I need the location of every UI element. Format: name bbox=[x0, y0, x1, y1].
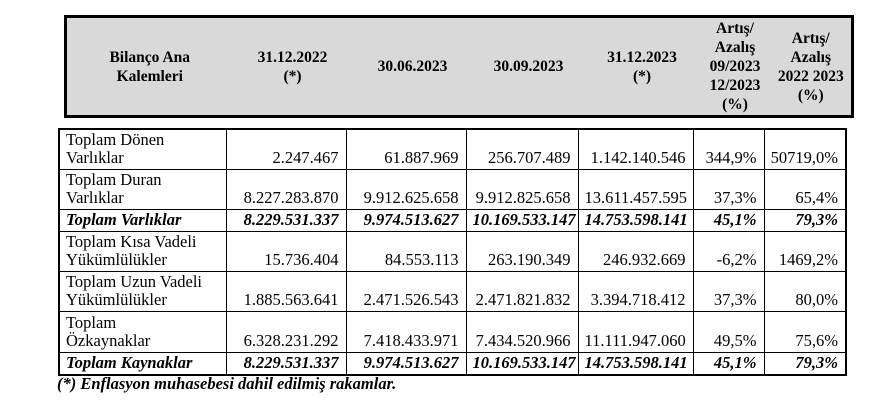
value-cell: 2.471.526.543 bbox=[345, 271, 467, 312]
value-cell: 13.611.457.595 bbox=[577, 169, 694, 210]
table-row-total-assets: Toplam Varlıklar 8.229.531.337 9.974.513… bbox=[58, 209, 847, 232]
balance-sheet-header: Bilanço Ana Kalemleri 31.12.2022 (*) 30.… bbox=[64, 15, 854, 118]
value-cell: 2.247.467 bbox=[225, 128, 347, 170]
value-cell: 246.932.669 bbox=[577, 231, 694, 272]
row-label: Toplam Kaynaklar bbox=[58, 352, 227, 376]
value-cell: 50719,0% bbox=[763, 128, 847, 170]
value-cell: 61.887.969 bbox=[345, 128, 467, 170]
value-cell: 11.111.947.060 bbox=[577, 311, 694, 353]
value-cell: 80,0% bbox=[763, 271, 847, 312]
table-row-equity: Toplam Özkaynaklar 6.328.231.292 7.418.4… bbox=[58, 311, 847, 353]
value-cell: 1.142.140.546 bbox=[577, 128, 694, 170]
value-cell: 8.227.283.870 bbox=[225, 169, 347, 210]
value-cell: 2.471.821.832 bbox=[465, 271, 579, 312]
value-cell: 37,3% bbox=[692, 271, 765, 312]
row-label: Toplam Varlıklar bbox=[58, 209, 227, 232]
table-row-fixed-assets: Toplam Duran Varlıklar 8.227.283.870 9.9… bbox=[58, 169, 847, 210]
balance-sheet-body: Toplam Dönen Varlıklar 2.247.467 61.887.… bbox=[58, 128, 847, 376]
value-cell: 10.169.533.147 bbox=[465, 352, 579, 376]
value-cell: 9.974.513.627 bbox=[345, 209, 467, 232]
column-header-2023-09: 30.09.2023 bbox=[493, 58, 564, 75]
value-cell: 84.553.113 bbox=[345, 231, 467, 272]
value-cell: 263.190.349 bbox=[465, 231, 579, 272]
value-cell: 14.753.598.141 bbox=[577, 209, 694, 232]
value-cell: 7.434.520.966 bbox=[465, 311, 579, 353]
value-cell: 7.418.433.971 bbox=[345, 311, 467, 353]
column-header-change-2022-2023: Artış/ Azalış 2022 2023 (%) bbox=[777, 29, 844, 104]
column-header-2023-06: 30.06.2023 bbox=[377, 58, 448, 75]
value-cell: 256.707.489 bbox=[465, 128, 579, 170]
row-label: Toplam Dönen Varlıklar bbox=[58, 128, 227, 170]
row-label: Toplam Duran Varlıklar bbox=[58, 169, 227, 210]
value-cell: 65,4% bbox=[763, 169, 847, 210]
row-label: Toplam Özkaynaklar bbox=[58, 311, 227, 353]
row-label: Toplam Uzun Vadeli Yükümlülükler bbox=[58, 271, 227, 312]
table-row-total-resources: Toplam Kaynaklar 8.229.531.337 9.974.513… bbox=[58, 352, 847, 376]
value-cell: 9.912.825.658 bbox=[465, 169, 579, 210]
table-row-short-term-liabilities: Toplam Kısa Vadeli Yükümlülükler 15.736.… bbox=[58, 231, 847, 272]
value-cell: 6.328.231.292 bbox=[225, 311, 347, 353]
column-header-change-09-12: Artış/ Azalış 09/2023 12/2023 (%) bbox=[709, 20, 761, 113]
value-cell: 9.974.513.627 bbox=[345, 352, 467, 376]
value-cell: 1469,2% bbox=[763, 231, 847, 272]
table-row-long-term-liabilities: Toplam Uzun Vadeli Yükümlülükler 1.885.5… bbox=[58, 271, 847, 312]
footnote: (*) Enflasyon muhasebesi dahil edilmiş r… bbox=[57, 374, 397, 393]
value-cell: 8.229.531.337 bbox=[225, 209, 347, 232]
value-cell: 9.912.625.658 bbox=[345, 169, 467, 210]
value-cell: 8.229.531.337 bbox=[225, 352, 347, 376]
value-cell: 10.169.533.147 bbox=[465, 209, 579, 232]
value-cell: 45,1% bbox=[692, 352, 765, 376]
column-header-main-items: Bilanço Ana Kalemleri bbox=[109, 48, 191, 85]
value-cell: 3.394.718.412 bbox=[577, 271, 694, 312]
column-header-2023-12: 31.12.2023 (*) bbox=[607, 48, 677, 85]
value-cell: -6,2% bbox=[692, 231, 765, 272]
value-cell: 15.736.404 bbox=[225, 231, 347, 272]
value-cell: 37,3% bbox=[692, 169, 765, 210]
value-cell: 79,3% bbox=[763, 209, 847, 232]
value-cell: 1.885.563.641 bbox=[225, 271, 347, 312]
row-label: Toplam Kısa Vadeli Yükümlülükler bbox=[58, 231, 227, 272]
header-row: Bilanço Ana Kalemleri 31.12.2022 (*) 30.… bbox=[66, 17, 853, 117]
table-row-current-assets: Toplam Dönen Varlıklar 2.247.467 61.887.… bbox=[58, 128, 847, 170]
value-cell: 79,3% bbox=[763, 352, 847, 376]
value-cell: 45,1% bbox=[692, 209, 765, 232]
column-header-2022-12: 31.12.2022 (*) bbox=[257, 48, 328, 85]
value-cell: 14.753.598.141 bbox=[577, 352, 694, 376]
value-cell: 344,9% bbox=[692, 128, 765, 170]
value-cell: 75,6% bbox=[763, 311, 847, 353]
value-cell: 49,5% bbox=[692, 311, 765, 353]
